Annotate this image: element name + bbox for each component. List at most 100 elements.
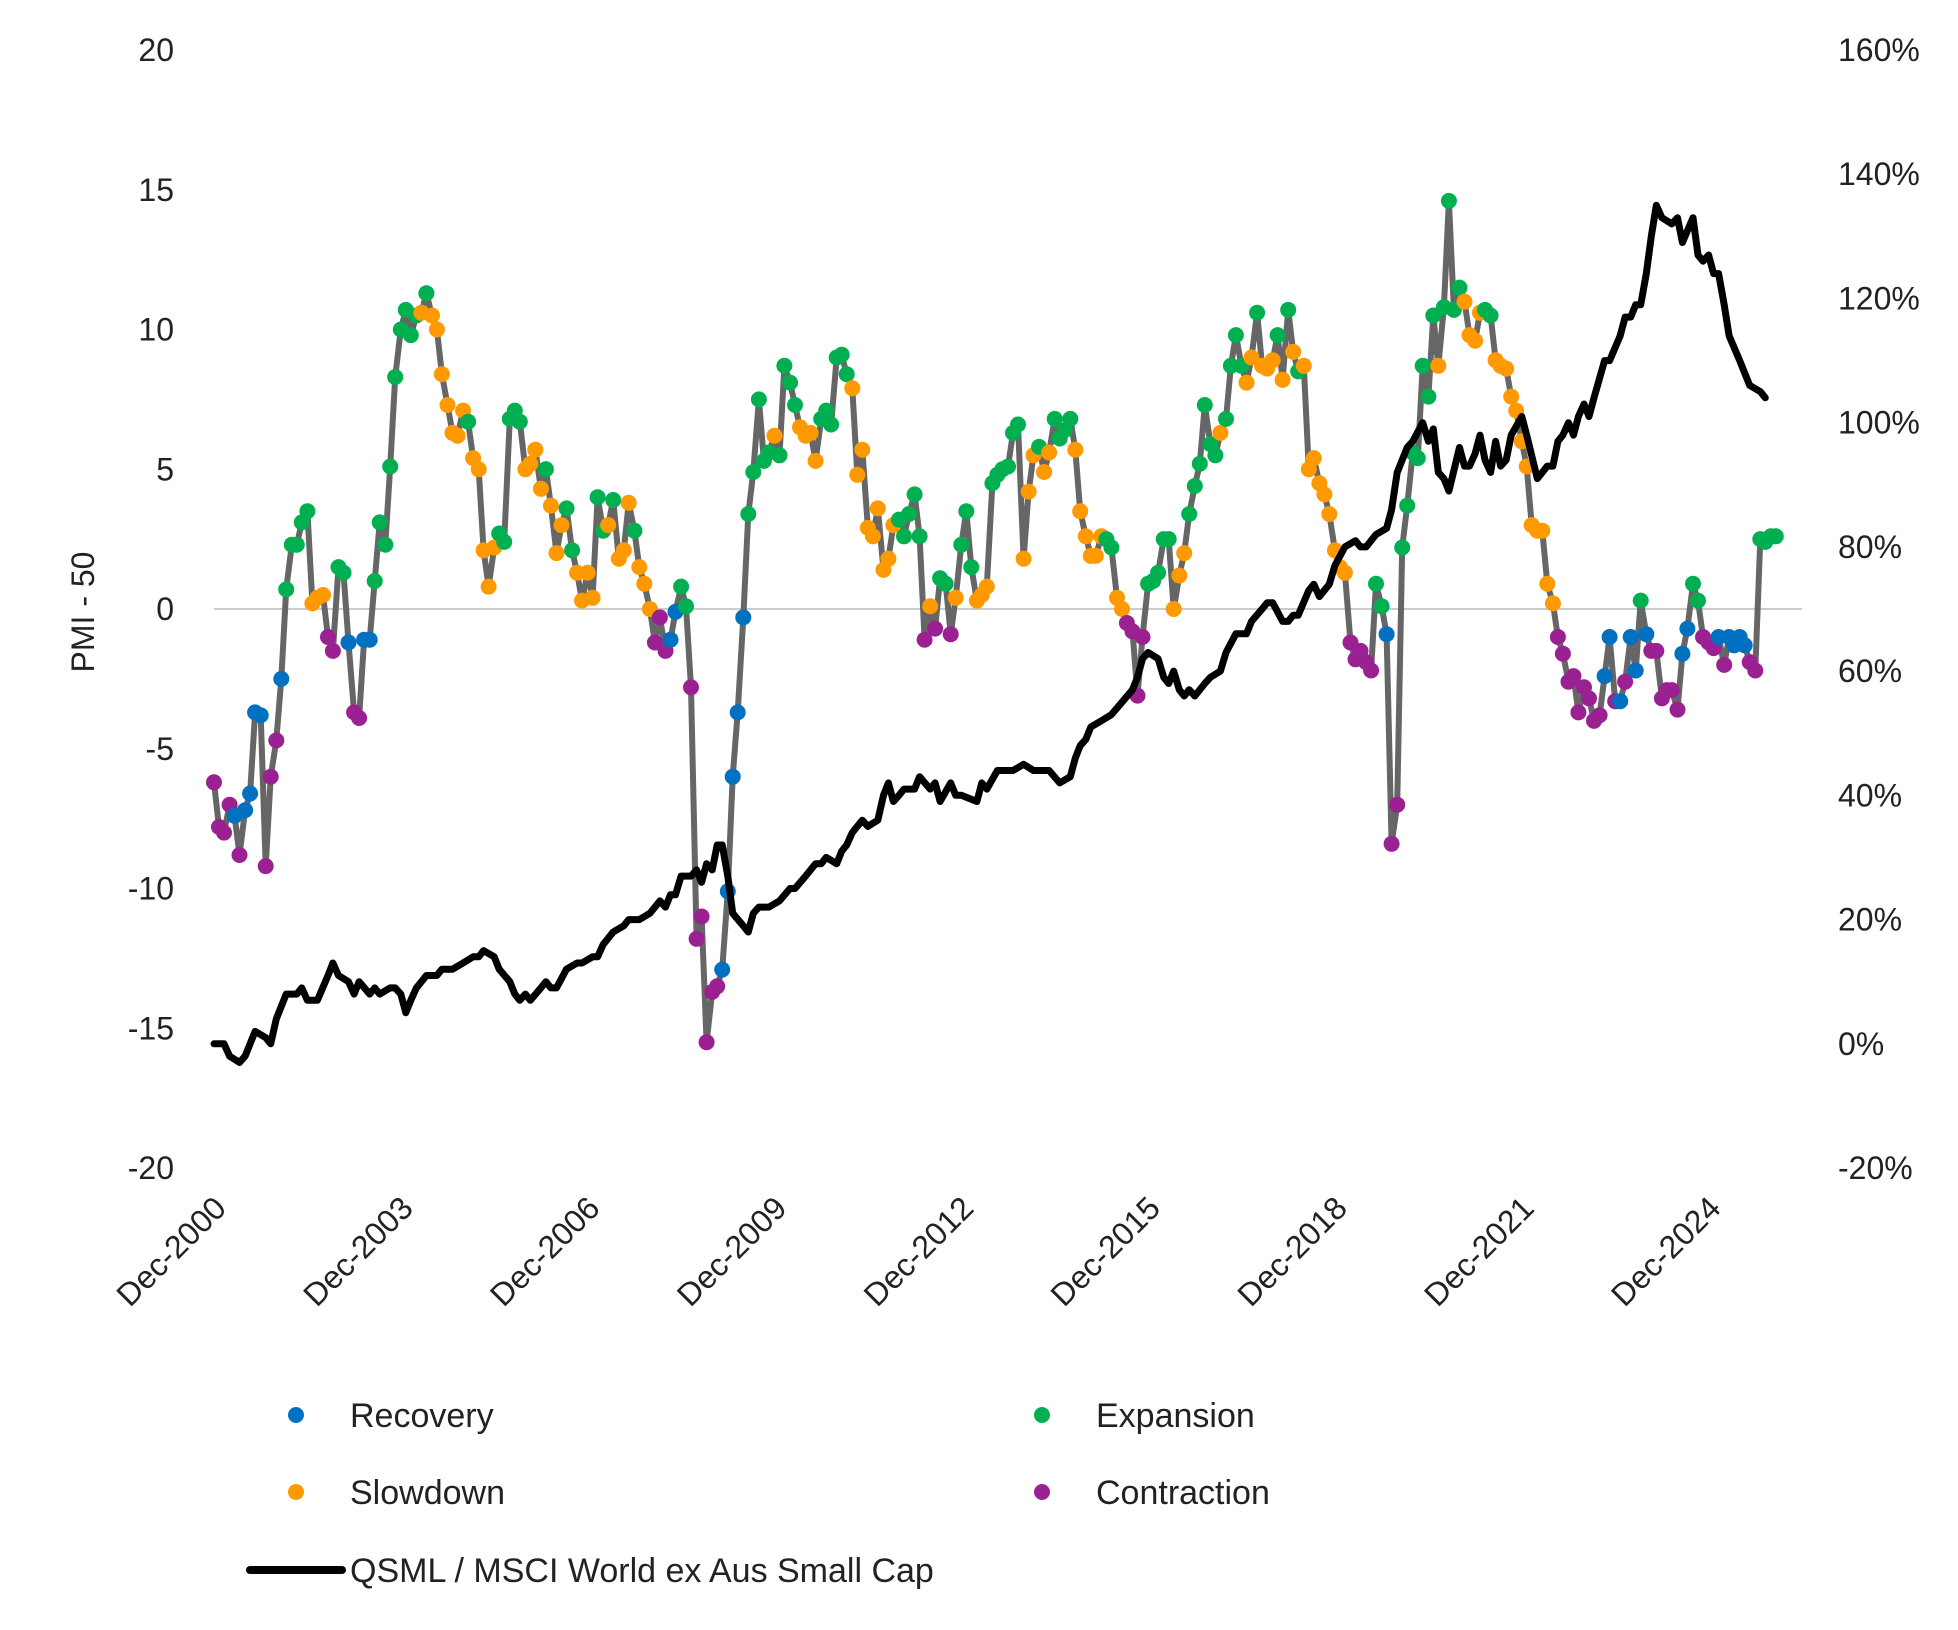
legend-label: QSML / MSCI World ex Aus Small Cap bbox=[350, 1552, 934, 1590]
pmi-point-expansion bbox=[402, 327, 419, 344]
right-tick-label: 60% bbox=[1838, 653, 1902, 689]
legend-marker-dot bbox=[288, 1484, 304, 1500]
pmi-point-expansion bbox=[1249, 304, 1266, 321]
x-tick-label: Dec-2021 bbox=[1417, 1189, 1541, 1313]
pmi-point-expansion bbox=[288, 536, 305, 553]
pmi-point-expansion bbox=[1196, 397, 1213, 413]
pmi-point-slowdown bbox=[600, 517, 617, 534]
pmi-point-recovery bbox=[1674, 645, 1691, 662]
pmi-point-slowdown bbox=[1264, 352, 1281, 369]
pmi-point-expansion bbox=[1690, 592, 1706, 609]
pmi-point-slowdown bbox=[1321, 506, 1338, 522]
pmi-point-expansion bbox=[537, 461, 554, 478]
pmi-point-contraction bbox=[1747, 662, 1764, 679]
pmi-point-recovery bbox=[1596, 668, 1613, 685]
pmi-point-slowdown bbox=[1067, 441, 1084, 458]
pmi-point-expansion bbox=[278, 581, 295, 598]
pmi-point-contraction bbox=[942, 626, 959, 643]
pmi-point-expansion bbox=[1414, 357, 1431, 374]
pmi-point-expansion bbox=[366, 573, 383, 589]
pmi-point-contraction bbox=[262, 768, 279, 785]
pmi-point-contraction bbox=[1554, 645, 1571, 662]
right-tick-label: 0% bbox=[1838, 1026, 1884, 1062]
pmi-point-slowdown bbox=[1176, 545, 1193, 562]
pmi-point-expansion bbox=[906, 486, 923, 503]
pmi-point-contraction bbox=[1591, 707, 1608, 724]
pmi-point-expansion bbox=[678, 598, 694, 615]
pmi-point-expansion bbox=[1186, 478, 1203, 494]
pmi-point-slowdown bbox=[620, 494, 637, 511]
left-tick-label: -20 bbox=[128, 1150, 174, 1186]
pmi-point-expansion bbox=[511, 413, 528, 430]
pmi-point-expansion bbox=[963, 559, 980, 576]
pmi-point-slowdown bbox=[1430, 357, 1447, 374]
pmi-point-slowdown bbox=[1285, 343, 1302, 360]
pmi-point-slowdown bbox=[428, 321, 445, 338]
left-tick-label: 20 bbox=[138, 32, 174, 68]
pmi-point-slowdown bbox=[947, 589, 964, 606]
pmi-point-contraction bbox=[1389, 796, 1406, 813]
pmi-point-slowdown bbox=[807, 452, 824, 469]
pmi-point-slowdown bbox=[1544, 595, 1561, 612]
pmi-point-recovery bbox=[724, 768, 741, 785]
pmi-point-contraction bbox=[1669, 701, 1686, 718]
pmi-point-slowdown bbox=[1295, 357, 1312, 374]
right-tick-label: 40% bbox=[1838, 777, 1902, 813]
pmi-point-slowdown bbox=[439, 397, 456, 413]
pmi-point-expansion bbox=[387, 369, 404, 385]
pmi-point-slowdown bbox=[631, 559, 648, 576]
pmi-point-slowdown bbox=[470, 461, 487, 478]
legend-label: Expansion bbox=[1096, 1397, 1255, 1435]
pmi-point-expansion bbox=[740, 506, 757, 522]
pmi-point-slowdown bbox=[615, 542, 632, 559]
pmi-point-recovery bbox=[242, 785, 259, 802]
pmi-point-expansion bbox=[823, 416, 840, 433]
pmi-point-expansion bbox=[1685, 575, 1701, 592]
legend-label: Recovery bbox=[350, 1397, 494, 1435]
right-tick-label: 120% bbox=[1838, 280, 1920, 316]
pmi-point-recovery bbox=[1612, 693, 1629, 710]
pmi-point-expansion bbox=[958, 503, 975, 520]
x-axis: Dec-2000 Dec-2003 Dec-2006 Dec-2009 Dec-2012… bbox=[109, 1189, 1727, 1313]
pmi-point-slowdown bbox=[527, 441, 544, 458]
pmi-point-contraction bbox=[1363, 662, 1380, 679]
pmi-point-contraction bbox=[320, 629, 336, 645]
pmi-point-expansion bbox=[418, 285, 435, 302]
pmi-point-contraction bbox=[688, 930, 705, 947]
x-tick-label: Dec-2015 bbox=[1044, 1189, 1168, 1313]
pmi-point-expansion bbox=[838, 366, 855, 383]
pmi-point-expansion bbox=[1394, 539, 1411, 556]
pmi-point-expansion bbox=[1103, 539, 1120, 556]
pmi-point-recovery bbox=[1679, 620, 1696, 637]
pmi-point-contraction bbox=[1648, 642, 1665, 659]
pmi-point-slowdown bbox=[1114, 601, 1130, 617]
pmi-point-contraction bbox=[1383, 835, 1400, 852]
pmi-point-expansion bbox=[1399, 497, 1416, 514]
legend-entry: Contraction bbox=[1034, 1474, 1270, 1512]
pmi-point-slowdown bbox=[1165, 601, 1182, 617]
right-axis: 160% 140% 120% 100% 80% 60% 40% 20% 0% -20% bbox=[1838, 32, 1920, 1186]
legend-entry: Recovery bbox=[288, 1397, 494, 1435]
pmi-point-recovery bbox=[1736, 637, 1753, 654]
pmi-point-slowdown bbox=[1305, 450, 1322, 467]
pmi-point-contraction bbox=[231, 847, 248, 863]
pmi-point-expansion bbox=[460, 413, 477, 430]
pmi-point-slowdown bbox=[548, 545, 565, 562]
pmi-point-recovery bbox=[273, 670, 290, 687]
pmi-point-expansion bbox=[1767, 528, 1784, 545]
pmi-point-expansion bbox=[1227, 327, 1244, 344]
right-tick-label: 80% bbox=[1838, 529, 1902, 565]
pmi-point-contraction bbox=[206, 774, 222, 791]
left-axis: 20 15 10 5 0 -5 -10 -15 -20 bbox=[128, 32, 174, 1186]
right-tick-label: 100% bbox=[1838, 405, 1920, 441]
legend-label: Slowdown bbox=[350, 1474, 505, 1512]
pmi-point-contraction bbox=[1581, 690, 1597, 707]
right-tick-label: 20% bbox=[1838, 902, 1902, 938]
pmi-point-slowdown bbox=[1539, 575, 1556, 592]
x-tick-label: Dec-2000 bbox=[109, 1189, 233, 1313]
pmi-point-contraction bbox=[1565, 668, 1582, 685]
pmi-point-recovery bbox=[361, 631, 378, 648]
pmi-point-expansion bbox=[564, 542, 581, 559]
pmi-point-contraction bbox=[927, 620, 944, 637]
